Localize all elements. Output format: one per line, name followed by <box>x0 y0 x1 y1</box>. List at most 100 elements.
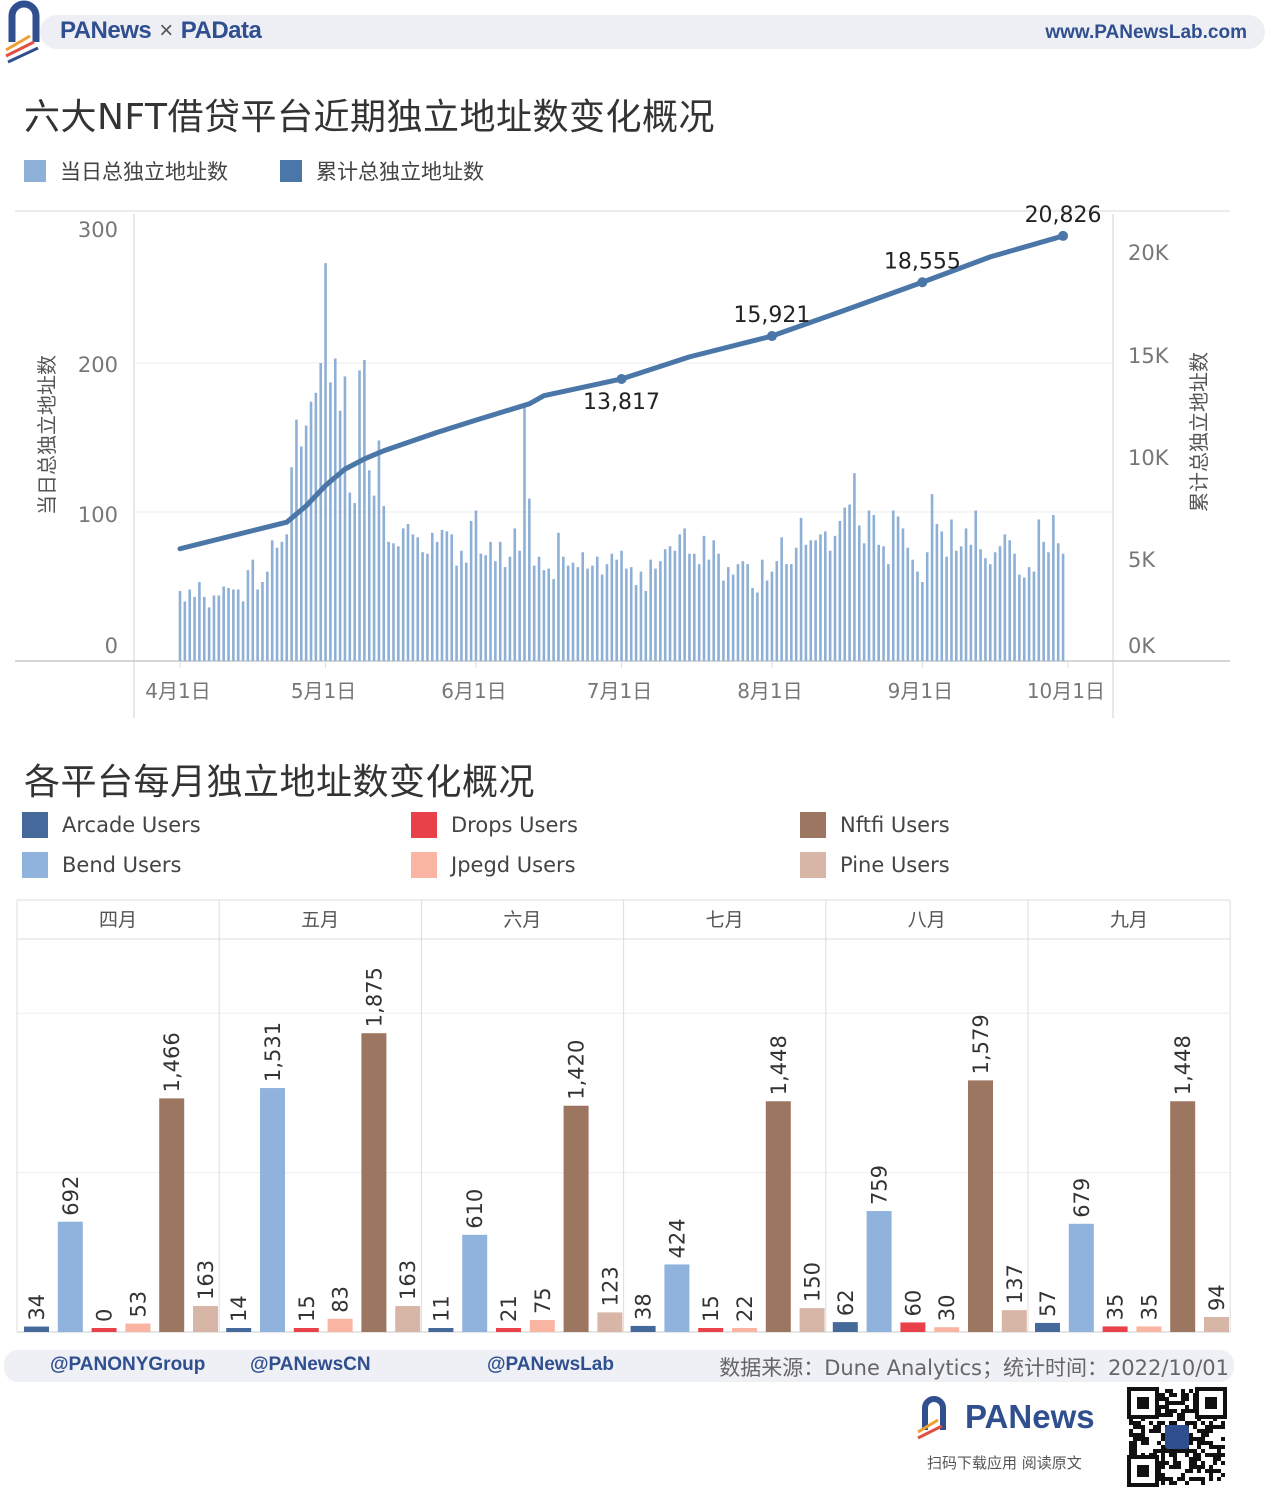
qr-module <box>1157 1425 1161 1429</box>
qr-module <box>1165 1413 1169 1417</box>
bar-nftfi <box>968 1080 993 1332</box>
qr-module <box>1217 1469 1221 1473</box>
brand-separator: × <box>159 17 173 44</box>
legend-label-pine: Pine Users <box>840 853 950 877</box>
daily-bar <box>353 503 356 661</box>
footer-logo: PANews <box>965 1398 1095 1435</box>
cumulative-point <box>917 277 928 288</box>
daily-bar <box>785 564 788 661</box>
qr-module <box>1193 1453 1197 1457</box>
daily-bar <box>562 556 565 661</box>
qr-module <box>1165 1461 1169 1465</box>
qr-module <box>1185 1397 1189 1401</box>
daily-bar <box>566 565 570 661</box>
legend-jpegd: Jpegd Users <box>411 852 800 878</box>
daily-bar <box>993 552 997 661</box>
qr-module <box>1137 1437 1141 1441</box>
bottom-legend: Arcade Users Drops Users Nftfi Users Bend U… <box>22 812 1222 878</box>
qr-module <box>1129 1429 1133 1433</box>
legend-drops: Drops Users <box>411 812 800 838</box>
y2-tick-10k: 10K <box>1128 446 1170 470</box>
qr-module <box>1209 1429 1213 1433</box>
qr-module <box>1169 1421 1173 1425</box>
daily-bar <box>295 419 298 661</box>
daily-bar <box>343 376 347 661</box>
month-header: 七月 <box>705 909 744 931</box>
qr-module <box>1161 1433 1165 1437</box>
qr-module <box>1189 1409 1193 1413</box>
qr-module <box>1161 1465 1165 1469</box>
qr-module <box>1169 1481 1173 1485</box>
month-header: 五月 <box>301 909 340 931</box>
daily-bar <box>1013 553 1016 661</box>
daily-bar <box>217 595 221 661</box>
qr-module <box>1181 1397 1185 1401</box>
qr-module <box>1213 1445 1217 1449</box>
qr-module <box>1221 1425 1225 1429</box>
daily-bar <box>945 556 948 661</box>
qr-module <box>1193 1477 1197 1481</box>
daily-bar <box>513 528 517 661</box>
qr-module <box>1185 1453 1189 1457</box>
qr-module <box>1161 1421 1165 1425</box>
qr-module <box>1161 1397 1165 1401</box>
legend-cumulative: 累计总独立地址数 <box>280 156 484 186</box>
qr-code-icon <box>1127 1387 1227 1487</box>
qr-module <box>1169 1409 1173 1413</box>
daily-bar <box>838 520 842 661</box>
daily-bar <box>591 565 594 661</box>
qr-module <box>1169 1393 1173 1397</box>
daily-bar <box>246 570 250 661</box>
qr-module <box>1133 1433 1137 1437</box>
qr-module <box>1189 1449 1193 1453</box>
daily-bar <box>959 546 963 661</box>
daily-bar <box>809 540 813 661</box>
daily-bar <box>382 506 386 661</box>
daily-bar <box>333 358 337 661</box>
legend-arcade: Arcade Users <box>22 812 411 838</box>
facebook-handle[interactable]: @PANewsLab <box>487 1354 614 1375</box>
qr-module <box>1157 1429 1161 1433</box>
qr-module <box>1161 1445 1165 1449</box>
qr-module <box>1189 1465 1193 1469</box>
qr-module <box>1197 1465 1201 1469</box>
bar-value-label: 123 <box>598 1266 622 1306</box>
bar-value-label: 62 <box>834 1289 858 1316</box>
daily-bar <box>300 446 303 661</box>
bar-value-label: 75 <box>531 1287 555 1314</box>
daily-bar <box>746 564 749 661</box>
bar-drops <box>1102 1326 1128 1332</box>
website-link[interactable]: www.PANewsLab.com <box>1045 22 1247 43</box>
qr-module <box>1197 1469 1201 1473</box>
daily-bar <box>232 589 235 661</box>
daily-bar <box>416 537 420 661</box>
daily-bar <box>227 587 230 661</box>
daily-bar <box>872 514 876 661</box>
qr-module <box>1173 1453 1177 1457</box>
qr-module <box>1201 1429 1205 1433</box>
daily-bar <box>503 567 507 661</box>
qr-module <box>1189 1433 1193 1437</box>
twitter-handle-1[interactable]: @PANONYGroup <box>50 1354 206 1375</box>
daily-bar <box>955 550 958 661</box>
qr-module <box>1197 1437 1201 1441</box>
qr-module <box>1145 1437 1149 1441</box>
bar-pine <box>395 1306 421 1332</box>
daily-bar <box>537 556 541 661</box>
qr-module <box>1181 1401 1185 1405</box>
daily-bar <box>857 525 861 661</box>
bar-value-label: 1,531 <box>261 1022 285 1082</box>
bar-jpegd <box>125 1323 151 1332</box>
legend-label-drops: Drops Users <box>451 813 578 837</box>
legend-swatch-jpegd <box>411 852 437 878</box>
daily-bar <box>610 553 614 661</box>
x-tick-labels: 4月1日 5月1日 6月1日 7月1日 8月1日 9月1日 10月1日 <box>145 661 1105 703</box>
daily-bar <box>862 543 866 661</box>
bar-value-label: 11 <box>429 1295 453 1322</box>
qr-module <box>1185 1449 1189 1453</box>
qr-module <box>1161 1413 1165 1417</box>
daily-bar <box>1052 514 1055 661</box>
twitter-handle-2[interactable]: @PANewsCN <box>250 1354 371 1375</box>
daily-bar <box>639 571 643 661</box>
legend-swatch-daily <box>24 160 46 182</box>
